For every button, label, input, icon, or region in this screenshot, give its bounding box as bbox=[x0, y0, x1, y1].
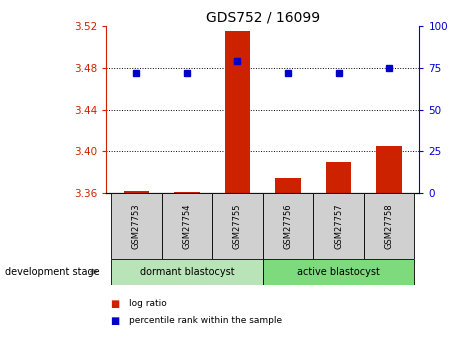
Bar bbox=[124, 191, 149, 193]
Bar bbox=[262, 259, 414, 285]
Bar bbox=[212, 193, 262, 259]
Text: ■: ■ bbox=[110, 299, 120, 308]
Bar bbox=[225, 31, 250, 193]
Bar bbox=[364, 193, 414, 259]
Bar bbox=[326, 162, 351, 193]
Bar bbox=[161, 193, 212, 259]
Bar bbox=[174, 192, 199, 193]
Text: active blastocyst: active blastocyst bbox=[297, 267, 380, 277]
Text: GDS752 / 16099: GDS752 / 16099 bbox=[206, 10, 320, 24]
Text: GSM27754: GSM27754 bbox=[182, 203, 191, 249]
Text: GSM27757: GSM27757 bbox=[334, 203, 343, 249]
Bar bbox=[276, 178, 301, 193]
Text: dormant blastocyst: dormant blastocyst bbox=[139, 267, 234, 277]
Text: ■: ■ bbox=[110, 316, 120, 326]
Text: GSM27758: GSM27758 bbox=[385, 203, 394, 249]
Text: GSM27755: GSM27755 bbox=[233, 203, 242, 249]
Bar bbox=[262, 193, 313, 259]
Text: GSM27756: GSM27756 bbox=[284, 203, 293, 249]
Bar bbox=[111, 259, 262, 285]
Text: development stage: development stage bbox=[5, 267, 99, 277]
Text: GSM27753: GSM27753 bbox=[132, 203, 141, 249]
Text: percentile rank within the sample: percentile rank within the sample bbox=[129, 316, 282, 325]
Text: log ratio: log ratio bbox=[129, 299, 166, 308]
Bar bbox=[377, 146, 402, 193]
Bar bbox=[313, 193, 364, 259]
Bar bbox=[111, 193, 161, 259]
